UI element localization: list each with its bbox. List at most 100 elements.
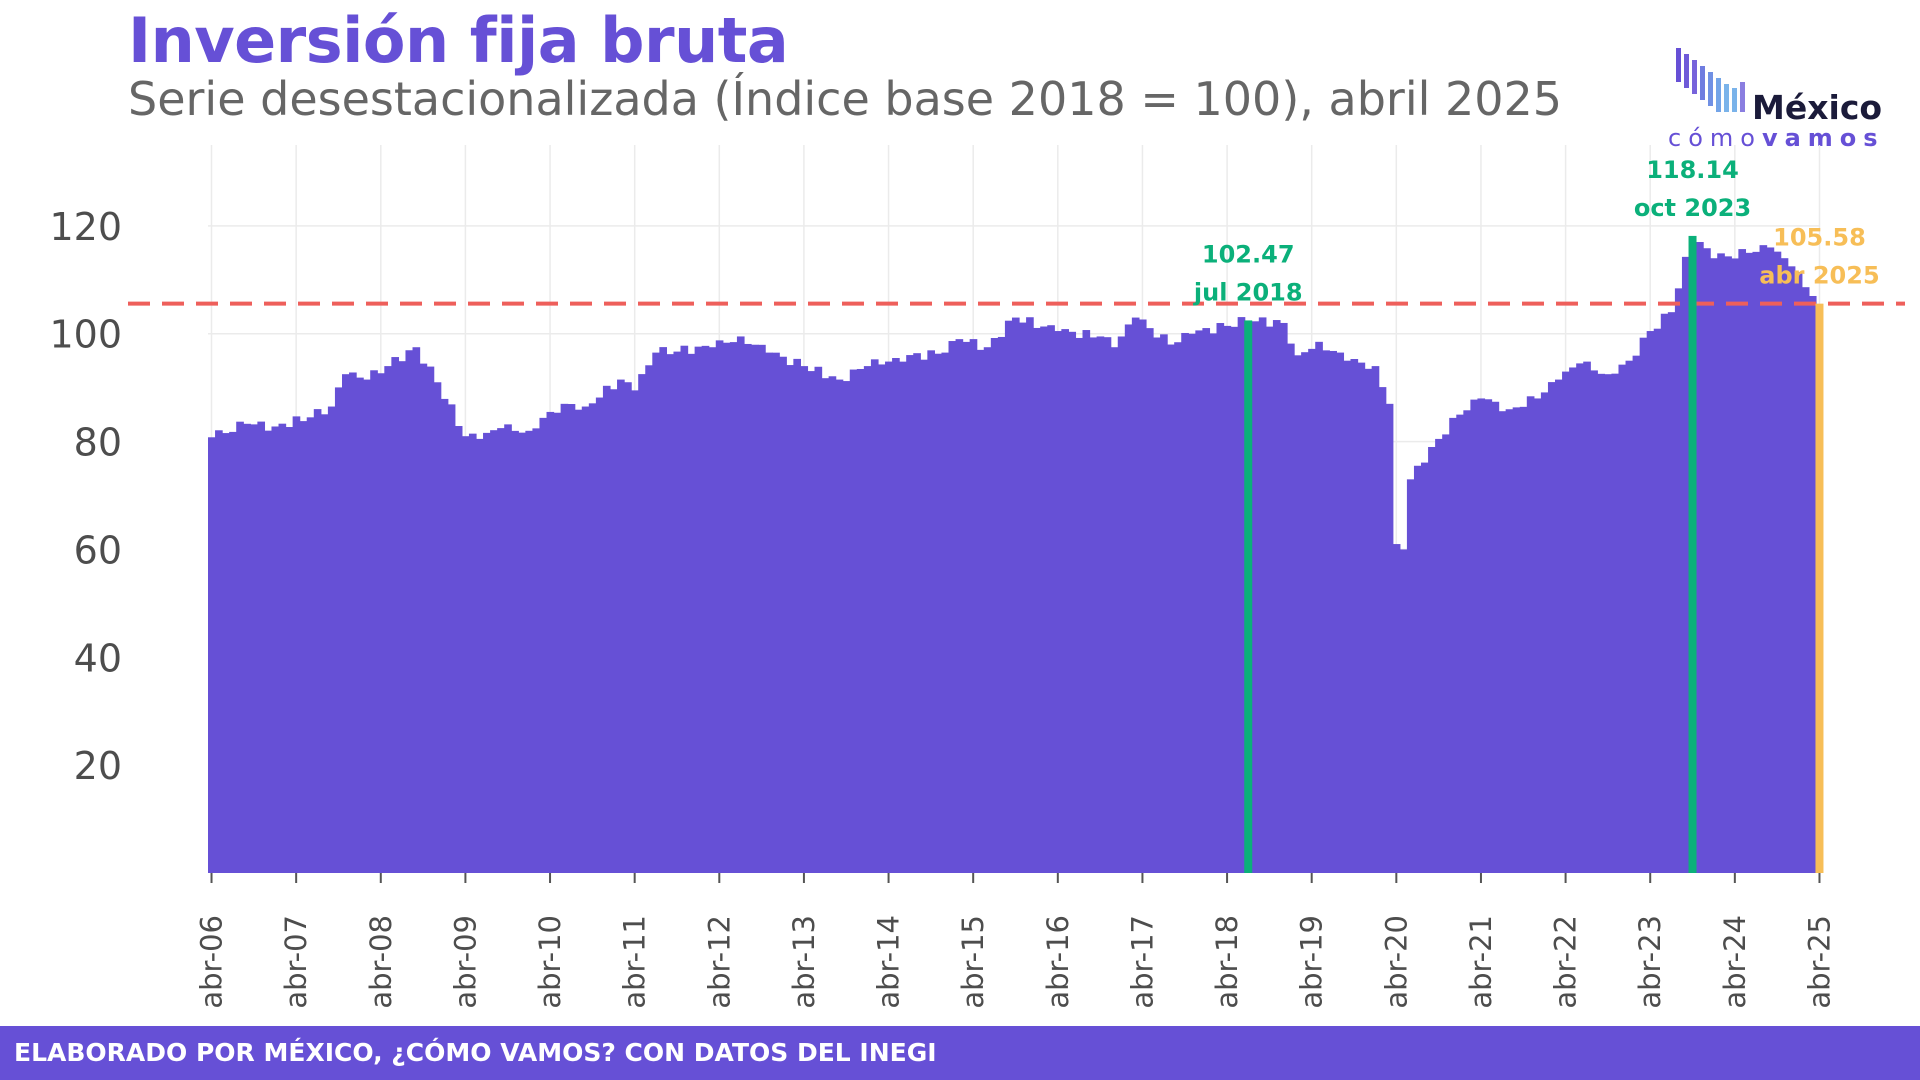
bar — [1265, 326, 1274, 873]
bar — [1385, 403, 1394, 873]
bar — [835, 379, 844, 873]
bar — [1597, 373, 1605, 873]
bar — [617, 379, 625, 873]
y-tick-label: 120 — [49, 205, 122, 249]
bar — [243, 423, 251, 873]
bar — [468, 433, 477, 873]
bar — [990, 338, 999, 873]
bar — [1392, 544, 1401, 873]
bar — [1188, 333, 1196, 873]
bar — [363, 379, 371, 873]
logo-tagline: cómovamos — [1668, 124, 1878, 152]
bar — [412, 347, 421, 874]
bar — [299, 421, 308, 873]
bar — [497, 428, 505, 873]
bar — [539, 417, 548, 873]
bar — [1272, 320, 1281, 873]
bar — [1138, 319, 1147, 873]
bar — [913, 353, 921, 873]
bar — [1103, 337, 1112, 873]
x-tick-label: abr-18 — [1210, 915, 1244, 1009]
bar — [1696, 242, 1704, 873]
highlight-bar — [1688, 235, 1697, 874]
bar — [1555, 379, 1563, 873]
bar — [842, 381, 851, 873]
bar — [694, 346, 703, 873]
x-tick-label: abr-08 — [364, 915, 398, 1009]
bar — [377, 373, 385, 873]
x-axis: abr-06 abr-07 abr-08 abr-09 abr-10 abr-11 abr-… — [195, 873, 1836, 1009]
bar — [1731, 258, 1739, 873]
bar — [899, 361, 907, 873]
bar — [1124, 324, 1133, 874]
bar — [391, 357, 400, 873]
bar — [356, 377, 364, 873]
bar — [1547, 382, 1556, 873]
bar — [877, 364, 886, 873]
bar — [1145, 328, 1154, 873]
bar — [1505, 409, 1514, 873]
logo-tagline-light: cómo — [1668, 124, 1762, 152]
bar — [1343, 360, 1352, 873]
bar — [962, 341, 971, 873]
bar — [320, 414, 329, 873]
bar — [1759, 245, 1768, 873]
bar — [1322, 350, 1330, 873]
bar — [1484, 399, 1493, 873]
logo-word: México — [1752, 88, 1883, 127]
bar — [1456, 414, 1464, 873]
bar — [588, 403, 597, 873]
bar — [1174, 342, 1182, 874]
bar — [659, 347, 667, 873]
bar — [969, 339, 978, 874]
bar — [1794, 271, 1803, 874]
bar — [1153, 337, 1161, 873]
bar — [870, 359, 879, 874]
bar — [997, 336, 1006, 873]
bar — [1449, 417, 1457, 873]
bar — [1421, 462, 1429, 873]
highlight-bar — [1815, 303, 1824, 873]
bar — [292, 416, 301, 873]
bar — [807, 371, 816, 873]
bar — [1646, 331, 1655, 873]
bar — [1294, 355, 1302, 873]
bar — [532, 428, 541, 873]
bar — [257, 421, 266, 873]
bar — [673, 351, 682, 874]
bar — [1287, 343, 1295, 874]
bar — [1082, 330, 1091, 873]
bar — [574, 409, 583, 873]
bar — [1251, 321, 1260, 873]
bar — [546, 411, 555, 873]
highlight-date-label: oct 2023 — [1634, 194, 1751, 222]
bar — [440, 398, 449, 873]
x-tick-label: abr-09 — [448, 915, 482, 1009]
bar — [772, 352, 780, 873]
x-tick-label: abr-13 — [787, 915, 821, 1009]
x-tick-label: abr-07 — [279, 915, 313, 1009]
bar — [1195, 330, 1203, 873]
bar — [983, 347, 992, 874]
bar — [1590, 370, 1598, 873]
bar — [1230, 326, 1239, 874]
bar — [602, 385, 611, 873]
bar — [631, 390, 639, 873]
x-tick-label: abr-17 — [1125, 915, 1159, 1009]
bar — [786, 365, 794, 873]
bar — [560, 403, 569, 873]
bar — [1787, 266, 1796, 874]
bar — [1054, 331, 1062, 873]
x-tick-label: abr-06 — [195, 915, 229, 1009]
bar — [1611, 373, 1620, 873]
bar — [1110, 347, 1119, 874]
bar — [1703, 248, 1711, 874]
bar — [1040, 326, 1048, 873]
bar — [1463, 410, 1471, 873]
bar — [264, 430, 273, 873]
bar — [1223, 325, 1232, 873]
x-tick-label: abr-24 — [1718, 915, 1752, 1009]
bar — [1639, 337, 1648, 873]
bar — [1026, 317, 1034, 873]
logo-bars-icon — [1676, 48, 1745, 112]
